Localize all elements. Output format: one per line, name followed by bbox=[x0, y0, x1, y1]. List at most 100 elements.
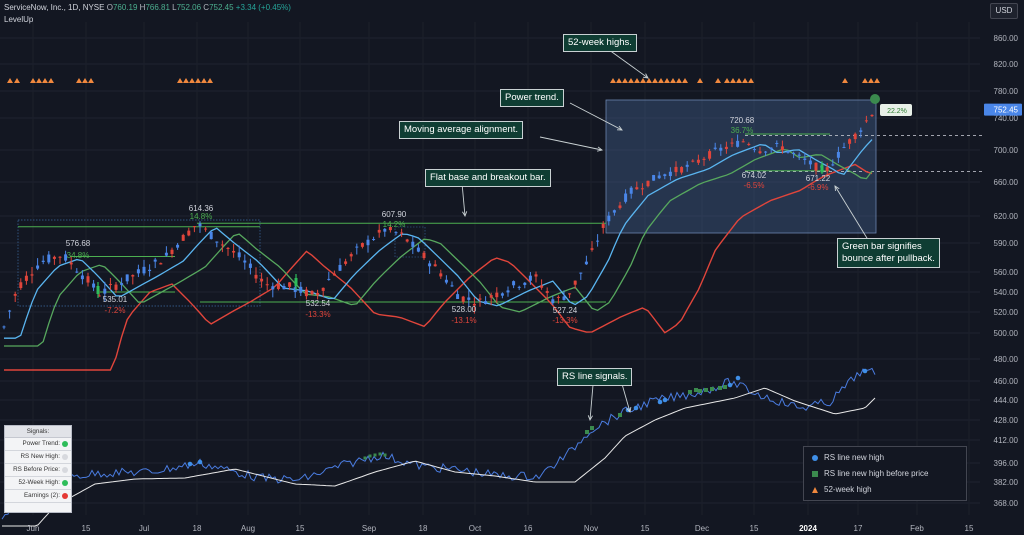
candle-body bbox=[428, 263, 432, 267]
candle-body bbox=[528, 275, 532, 281]
candle-body bbox=[724, 146, 728, 149]
time-tick-label: Dec bbox=[695, 524, 709, 533]
candle-body bbox=[181, 234, 185, 241]
pivot-price-label: 535.01 bbox=[103, 295, 128, 304]
52-week-high-triangle bbox=[76, 78, 82, 83]
currency-button[interactable]: USD bbox=[990, 3, 1018, 19]
candle-body bbox=[293, 287, 297, 293]
symbol-header: ServiceNow, Inc., 1D, NYSE O760.19 H766.… bbox=[4, 3, 291, 12]
rs-before-price-marker bbox=[723, 385, 727, 389]
candle-body bbox=[859, 130, 863, 132]
candle-body bbox=[450, 285, 454, 287]
annotation-arrow-head bbox=[597, 146, 604, 152]
52-week-high-triangle bbox=[868, 78, 874, 83]
candle-body bbox=[769, 147, 773, 150]
indicator-name[interactable]: LevelUp bbox=[4, 15, 34, 24]
signal-power-trend: Power Trend: bbox=[5, 438, 71, 451]
pivot-pct-label: 14.2% bbox=[383, 220, 406, 229]
52-week-high-triangle bbox=[42, 78, 48, 83]
annotation-arrow-line bbox=[621, 383, 631, 413]
open-value: 760.19 bbox=[112, 3, 138, 12]
current-high-marker bbox=[870, 94, 880, 104]
time-tick-label: 16 bbox=[524, 524, 533, 533]
candle-body bbox=[808, 160, 812, 165]
symbol-name: ServiceNow, Inc., 1D, NYSE bbox=[4, 3, 105, 12]
pivot-price-label: 674.02 bbox=[742, 171, 767, 180]
candle-body bbox=[153, 259, 157, 262]
price-tick-label: 660.00 bbox=[994, 178, 1019, 187]
time-axis[interactable]: Jun 15 Jul 18 Aug 15 Sep 18 Oct 16 Nov 15 Dec 15 2024 1… bbox=[27, 524, 974, 533]
time-tick-label: Nov bbox=[584, 524, 598, 533]
candle-body bbox=[825, 167, 829, 172]
candle-body bbox=[260, 278, 264, 282]
annotation-arrows bbox=[461, 46, 871, 422]
signal-rs-before-price: RS Before Price: bbox=[5, 464, 71, 477]
price-tick-label: 860.00 bbox=[994, 34, 1019, 43]
price-tick-label: 740.00 bbox=[994, 114, 1019, 123]
candle-body bbox=[204, 228, 208, 230]
time-tick-label: Jul bbox=[139, 524, 149, 533]
52-week-high-triangle bbox=[14, 78, 20, 83]
pivot-pct-label: -13.3% bbox=[552, 316, 577, 325]
price-tick-label: 428.00 bbox=[994, 416, 1019, 425]
pivot-pct-label: -13.3% bbox=[305, 310, 330, 319]
candle-body bbox=[131, 275, 135, 277]
candle-body bbox=[803, 158, 807, 160]
candle-body bbox=[13, 293, 17, 296]
annotation-arrow-line bbox=[539, 136, 603, 151]
gain-badge bbox=[880, 104, 912, 116]
candle-body bbox=[288, 282, 292, 287]
candle-body bbox=[506, 290, 510, 293]
candle-body bbox=[148, 269, 152, 272]
candle-body bbox=[349, 254, 353, 257]
candle-body bbox=[271, 286, 275, 290]
rs-before-price-marker bbox=[373, 453, 377, 457]
52-week-high-triangle bbox=[634, 78, 640, 83]
candle-body bbox=[870, 114, 874, 117]
candle-body bbox=[377, 229, 381, 233]
candle-body bbox=[411, 241, 415, 247]
candle-body bbox=[327, 278, 331, 280]
rs-line-pane bbox=[1, 367, 876, 527]
pivot-price-label: 607.90 bbox=[382, 210, 407, 219]
price-tick-label: 460.00 bbox=[994, 377, 1019, 386]
price-axis[interactable]: 860.00 820.00 780.00 740.00 700.00 660.00 620.… bbox=[984, 34, 1022, 508]
candle-body bbox=[568, 293, 572, 295]
candle-body bbox=[444, 279, 448, 283]
candle-body bbox=[187, 230, 191, 236]
candle-body bbox=[853, 133, 857, 140]
52-week-high-triangle bbox=[646, 78, 652, 83]
price-tick-label: 368.00 bbox=[994, 499, 1019, 508]
candle-body bbox=[652, 175, 656, 181]
status-dot-icon bbox=[62, 480, 68, 486]
candle-body bbox=[696, 159, 700, 163]
signal-52-week-high: 52-Week High: bbox=[5, 477, 71, 490]
52-week-high-triangle bbox=[730, 78, 736, 83]
candle-body bbox=[484, 301, 488, 305]
candle-body bbox=[136, 269, 140, 274]
annotation-arrow-head bbox=[616, 125, 623, 131]
52-week-high-triangle bbox=[7, 78, 13, 83]
price-tick-label: 590.00 bbox=[994, 239, 1019, 248]
candle-body bbox=[680, 167, 684, 173]
rs-before-price-marker bbox=[694, 388, 698, 392]
time-tick-label: 15 bbox=[965, 524, 974, 533]
52-week-high-triangle bbox=[715, 78, 721, 83]
candle-body bbox=[338, 264, 342, 271]
rs-before-price-marker bbox=[363, 456, 367, 460]
time-tick-label: Sep bbox=[362, 524, 377, 533]
candle-body bbox=[103, 288, 107, 294]
candle-body bbox=[657, 175, 661, 179]
candle-body bbox=[607, 215, 611, 222]
candle-body bbox=[69, 262, 73, 265]
candle-body bbox=[372, 239, 376, 241]
52-week-high-triangle bbox=[207, 78, 213, 83]
candle-body bbox=[142, 266, 146, 274]
candle-body bbox=[2, 326, 6, 328]
candle-body bbox=[741, 141, 745, 143]
52-week-high-triangle bbox=[195, 78, 201, 83]
52-week-high-triangle bbox=[183, 78, 189, 83]
candle-body bbox=[394, 232, 398, 234]
candle-body bbox=[332, 273, 336, 276]
